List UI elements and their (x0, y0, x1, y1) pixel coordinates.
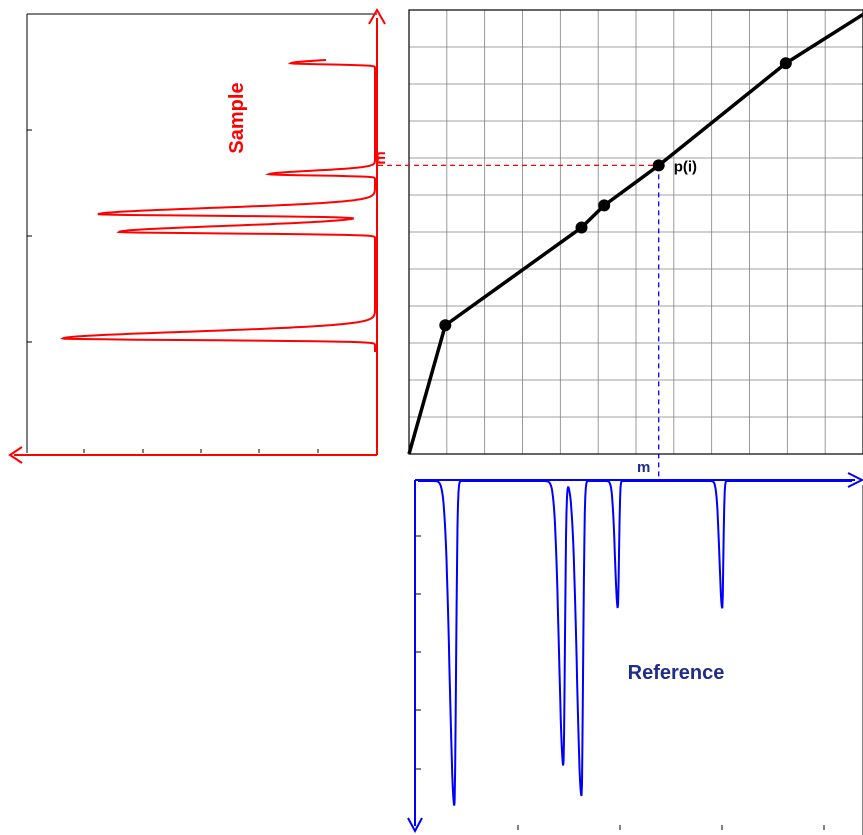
sample-panel: Sample m (8, 7, 389, 464)
warping-path-marker (779, 57, 792, 70)
warping-path-marker (598, 199, 611, 212)
warping-path-markers (439, 57, 792, 332)
warping-path-marker (439, 319, 452, 332)
warping-grid (409, 10, 863, 454)
reference-axis-arrowhead-right (847, 472, 863, 488)
sample-axis-arrowhead-up (368, 7, 386, 25)
sample-marker-m: m (372, 151, 389, 164)
warping-path-marker (575, 221, 588, 234)
reference-chromatogram-trace (418, 480, 852, 806)
reference-panel: Reference m (407, 459, 863, 835)
sample-label: Sample (226, 82, 248, 153)
reference-label: Reference (628, 662, 725, 684)
reference-axis-arrowhead-down (407, 817, 423, 834)
reference-marker-m: m (637, 459, 650, 476)
warping-panel: p(i) (378, 9, 863, 480)
sample-chromatogram-trace (60, 59, 376, 352)
warping-path-marker (652, 159, 665, 172)
point-label-p-i: p(i) (674, 158, 697, 175)
sample-ticks (27, 129, 319, 453)
reference-ticks (416, 535, 825, 830)
warping-panel-frame (408, 9, 863, 455)
sample-axis-arrowhead-left (8, 446, 23, 464)
